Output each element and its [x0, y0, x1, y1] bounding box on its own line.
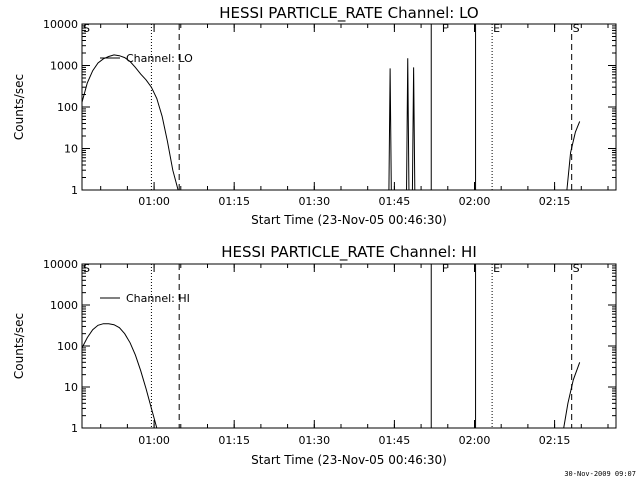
chart-panel-2: HESSI PARTICLE_RATE Channel: HI Start Tim… [12, 243, 617, 467]
plot-frame [81, 23, 617, 191]
y-tick-label: 10000 [43, 18, 78, 31]
y-tick-label: 1 [71, 422, 78, 435]
x-axis-label: Start Time (23-Nov-05 00:46:30) [251, 213, 447, 227]
x-tick-label: 02:00 [459, 434, 491, 447]
y-tick-label: 1 [71, 184, 78, 197]
y-tick-label: 1000 [50, 60, 78, 73]
series-spike [411, 67, 416, 191]
series-line-tail [563, 362, 581, 429]
x-tick-label: 01:45 [379, 195, 411, 208]
y-tick-label: 10 [64, 143, 78, 156]
y-axis-label: Counts/sec [12, 74, 26, 140]
legend-label: Channel: LO [126, 52, 193, 65]
y-tick-label: 10 [64, 381, 78, 394]
series-line [81, 323, 158, 429]
marker-f: F [442, 22, 448, 35]
marker-s: S [573, 262, 580, 275]
marker-e: E [493, 22, 500, 35]
x-tick-label: 01:00 [138, 434, 170, 447]
y-tick-label: 10000 [43, 258, 78, 271]
chart-panel-1: HESSI PARTICLE_RATE Channel: LO Start Tim… [12, 4, 617, 227]
x-tick-label: 02:00 [459, 195, 491, 208]
series-line [81, 54, 179, 191]
y-axis-label: Counts/sec [12, 313, 26, 379]
y-tick-label: 100 [57, 101, 78, 114]
x-tick-label: 02:15 [539, 195, 571, 208]
y-tick-label: 100 [57, 340, 78, 353]
chart-title: HESSI PARTICLE_RATE Channel: HI [221, 243, 477, 262]
footer-timestamp: 30-Nov-2009 09:07 [564, 470, 636, 478]
series-line-tail [566, 121, 581, 191]
x-tick-label: 02:15 [539, 434, 571, 447]
marker-e: E [493, 262, 500, 275]
x-tick-label: 01:45 [379, 434, 411, 447]
y-tick-label: 1000 [50, 299, 78, 312]
x-tick-label: 01:30 [298, 434, 330, 447]
marker-s: S [573, 22, 580, 35]
marker-f: F [442, 262, 448, 275]
series-spike [388, 68, 392, 191]
marker-s: S [83, 22, 90, 35]
x-tick-label: 01:00 [138, 195, 170, 208]
x-tick-label: 01:30 [298, 195, 330, 208]
x-tick-label: 01:15 [218, 434, 250, 447]
legend-label: Channel: HI [126, 292, 190, 305]
x-tick-label: 01:15 [218, 195, 250, 208]
series-spike [406, 58, 410, 191]
plot-frame [81, 263, 617, 429]
marker-s: S [83, 262, 90, 275]
x-axis-label: Start Time (23-Nov-05 00:46:30) [251, 453, 447, 467]
chart-title: HESSI PARTICLE_RATE Channel: LO [219, 4, 478, 23]
